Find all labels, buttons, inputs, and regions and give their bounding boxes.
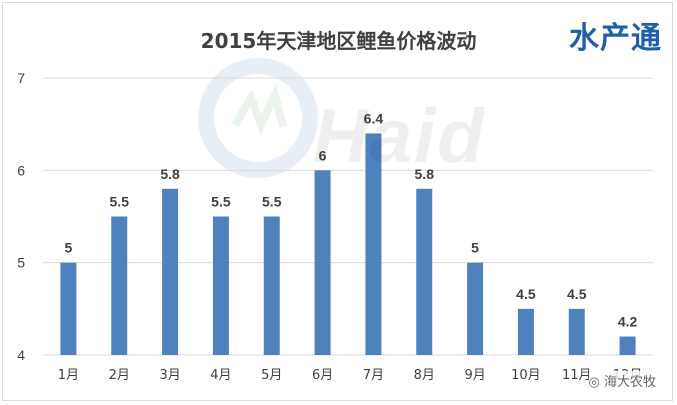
wechat-icon: ◎ xyxy=(588,375,600,390)
brand-logo: 水产通 xyxy=(569,21,662,56)
bar-1月 xyxy=(60,262,77,355)
x-tick-label: 6月 xyxy=(312,368,333,383)
x-tick-label: 5月 xyxy=(261,368,282,383)
bar-5月 xyxy=(263,216,280,355)
x-tick-label: 9月 xyxy=(464,368,485,383)
x-tick-label: 4月 xyxy=(210,368,231,383)
value-label: 5 xyxy=(65,240,73,256)
bar-2月 xyxy=(111,216,128,355)
y-tick-label: 6 xyxy=(17,162,25,178)
bar-4月 xyxy=(212,216,229,355)
x-tick-label: 1月 xyxy=(58,368,79,383)
bar-11月 xyxy=(568,308,585,355)
bar-3月 xyxy=(162,188,179,355)
bar-series xyxy=(60,133,636,355)
bar-6月 xyxy=(314,170,331,355)
watermark-text: Haid xyxy=(313,94,486,179)
x-tick-label: 11月 xyxy=(562,368,592,383)
value-label: 4.5 xyxy=(567,286,587,302)
value-label: 5.8 xyxy=(415,166,435,182)
bar-8月 xyxy=(416,188,433,355)
grid-lines xyxy=(43,77,653,356)
x-tick-label: 3月 xyxy=(159,368,180,383)
x-tick-label: 8月 xyxy=(414,368,435,383)
value-label: 5 xyxy=(471,240,479,256)
value-label: 5.5 xyxy=(110,194,130,210)
bar-9月 xyxy=(467,262,484,355)
x-tick-label: 7月 xyxy=(363,368,384,383)
bar-7月 xyxy=(365,133,382,355)
value-label: 5.8 xyxy=(160,166,180,182)
y-tick-label: 4 xyxy=(17,347,25,363)
bar-10月 xyxy=(517,308,534,355)
x-axis-ticks: 1月2月3月4月5月6月7月8月9月10月11月12月 xyxy=(58,368,643,383)
y-axis-ticks: 4 5 6 7 xyxy=(17,70,25,363)
chart-title: 2015年天津地区鲤鱼价格波动 xyxy=(200,29,477,53)
chart-canvas: 4 5 6 7 5 5.5 5.8 5.5 5.5 6 6.4 5.8 5 4.5 4.5 4.2 1月 2月… xyxy=(17,58,653,383)
value-label: 4.5 xyxy=(516,286,536,302)
x-tick-label: 10月 xyxy=(511,368,541,383)
chart-frame: 4 5 6 7 5 5.5 5.8 5.5 5.5 6 6.4 5.8 5 4.5 4.5 4.2 1月 2月… xyxy=(2,2,673,401)
watermark-logo-icon xyxy=(198,58,318,178)
value-label: 4.2 xyxy=(618,314,638,330)
y-tick-label: 7 xyxy=(17,70,25,86)
bar-12月 xyxy=(619,336,636,355)
value-label: 6.4 xyxy=(364,110,384,126)
x-tick-label: 2月 xyxy=(109,368,130,383)
value-label: 6 xyxy=(319,147,327,163)
value-label: 5.5 xyxy=(211,194,231,210)
value-label: 5.5 xyxy=(262,194,282,210)
social-handle: ◎ 海大农牧 xyxy=(588,371,656,390)
y-tick-label: 5 xyxy=(17,255,25,271)
value-labels: 5 5.5 5.8 5.5 5.5 6 6.4 5.8 5 4.5 4.5 4.2 xyxy=(65,110,638,329)
social-handle-text: 海大农牧 xyxy=(603,375,656,390)
